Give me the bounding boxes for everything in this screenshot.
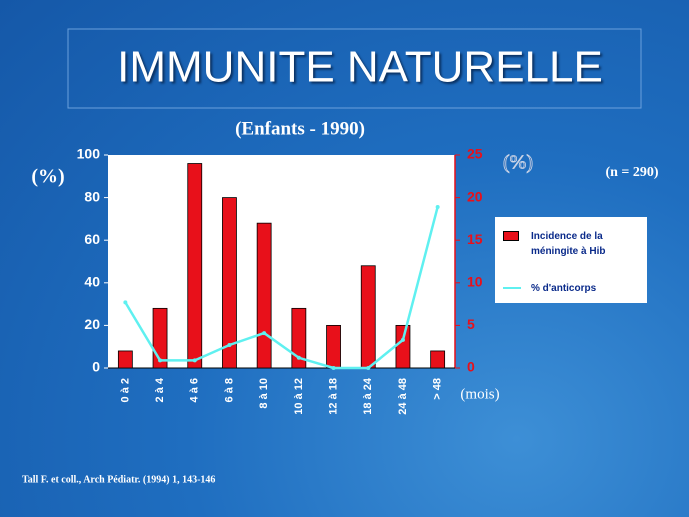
line-marker bbox=[296, 355, 301, 360]
legend-item: Incidence de la méningite à Hib bbox=[503, 229, 631, 259]
line-marker bbox=[366, 366, 371, 370]
y-tick-label: 100 bbox=[77, 146, 101, 162]
line bbox=[124, 206, 439, 370]
legend-label: Incidence de la méningite à Hib bbox=[531, 231, 606, 257]
y-tick-label: 80 bbox=[84, 188, 100, 204]
bar bbox=[360, 265, 376, 369]
footnote: Tall F. et coll., Arch Pédiatr. (1994) 1… bbox=[22, 474, 215, 485]
x-tick-label: 12 à 18 bbox=[327, 378, 339, 415]
line-marker bbox=[123, 300, 128, 305]
y-tick-label: 40 bbox=[84, 274, 100, 290]
bar bbox=[430, 350, 446, 369]
annotation: (n = 290) bbox=[605, 165, 658, 180]
title-box bbox=[67, 28, 642, 109]
bar bbox=[291, 307, 307, 369]
x-tick-label: 2 à 4 bbox=[154, 377, 166, 402]
legend-label: % d'anticorps bbox=[531, 283, 597, 294]
line-marker bbox=[262, 331, 267, 336]
line-marker bbox=[227, 342, 232, 347]
y-tick-label: 0 bbox=[92, 359, 100, 375]
y2-tick-label: 10 bbox=[467, 274, 483, 290]
x-tick-label: 0 à 2 bbox=[119, 378, 131, 402]
y2-tick-label: 15 bbox=[467, 231, 483, 247]
bar bbox=[187, 163, 203, 369]
x-tick-label: 10 à 12 bbox=[293, 378, 305, 415]
bar bbox=[117, 350, 133, 369]
line-marker bbox=[331, 366, 336, 370]
legend: Incidence de la méningite à Hib % d'antic… bbox=[495, 217, 647, 303]
y2-tick-label: 0 bbox=[467, 359, 475, 375]
line-marker bbox=[192, 358, 197, 363]
legend-swatch bbox=[503, 231, 519, 241]
y-tick-label: 20 bbox=[84, 316, 100, 332]
y2-tick-label: 20 bbox=[467, 188, 483, 204]
line-marker bbox=[435, 204, 440, 209]
bar bbox=[256, 222, 272, 369]
line-marker bbox=[158, 358, 163, 363]
chart-title: IMMUNITE NATURELLE bbox=[117, 43, 603, 92]
y2-axis-label: (%) bbox=[503, 152, 533, 174]
bar bbox=[326, 324, 341, 369]
chart-subtitle: (Enfants - 1990) bbox=[235, 118, 365, 139]
x-tick-label: 6 à 8 bbox=[223, 378, 235, 402]
x-tick-label: 8 à 10 bbox=[258, 378, 270, 409]
y2-tick-label: 5 bbox=[467, 316, 475, 332]
legend-item: % d'anticorps bbox=[503, 281, 631, 296]
bar bbox=[395, 324, 411, 369]
legend-swatch bbox=[503, 287, 521, 289]
x-tick-label: 24 à 48 bbox=[397, 378, 409, 415]
line-marker bbox=[400, 337, 405, 342]
bar bbox=[222, 197, 237, 369]
x-axis-label: (mois) bbox=[460, 386, 499, 402]
x-tick-label: 4 à 6 bbox=[189, 378, 201, 402]
y-tick-label: 60 bbox=[84, 231, 100, 247]
x-tick-label: 18 à 24 bbox=[362, 377, 374, 415]
y2-tick-label: 25 bbox=[467, 146, 483, 162]
x-tick-label: > 48 bbox=[432, 378, 444, 400]
y-axis-label: (%) bbox=[31, 166, 64, 188]
